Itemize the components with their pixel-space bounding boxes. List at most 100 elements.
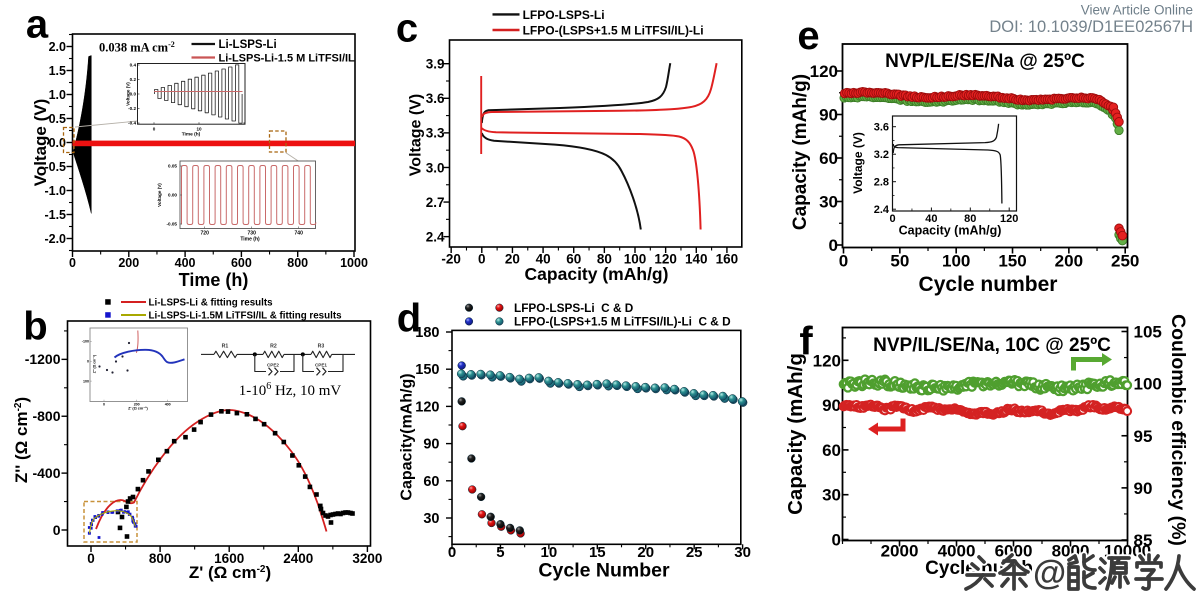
svg-text:200: 200	[118, 256, 139, 270]
svg-text:-0.05: -0.05	[167, 222, 178, 227]
svg-text:@: @	[1033, 554, 1066, 592]
svg-text:@: @	[1033, 554, 1066, 592]
svg-text:R2: R2	[270, 344, 277, 350]
svg-text:Capacity (mAh/g: Capacity (mAh/g	[784, 353, 807, 515]
svg-text:CPE1: CPE1	[315, 363, 327, 368]
svg-text:Z'' (Ω cm-2): Z'' (Ω cm-2)	[12, 397, 31, 483]
svg-text:0: 0	[839, 252, 848, 271]
svg-text:6000: 6000	[995, 542, 1033, 561]
svg-text:3.6: 3.6	[426, 91, 445, 106]
svg-text:0.0: 0.0	[130, 92, 137, 97]
svg-text:150: 150	[415, 362, 439, 378]
svg-text:8000: 8000	[1052, 542, 1090, 561]
svg-text:-800: -800	[32, 408, 60, 424]
svg-text:-1.0: -1.0	[44, 184, 66, 198]
svg-text:3200: 3200	[352, 551, 382, 566]
svg-text:720: 720	[201, 231, 210, 237]
svg-text:25: 25	[686, 544, 703, 561]
svg-text:140: 140	[685, 252, 708, 267]
svg-text:0: 0	[153, 127, 156, 132]
svg-text:Capacity (mAh/g): Capacity (mAh/g)	[525, 264, 669, 284]
svg-text:120: 120	[813, 351, 841, 370]
svg-text:120: 120	[1000, 213, 1018, 225]
svg-text:0: 0	[832, 531, 841, 550]
svg-text:Li-LSPS-Li: Li-LSPS-Li	[219, 39, 277, 51]
svg-text:60: 60	[819, 149, 838, 168]
svg-text:R1: R1	[222, 344, 229, 350]
svg-text:2.7: 2.7	[426, 195, 445, 210]
svg-text:10: 10	[196, 127, 202, 132]
svg-text:150: 150	[998, 252, 1026, 271]
svg-text:View Article Online: View Article Online	[1081, 3, 1193, 18]
svg-text:90: 90	[819, 106, 838, 125]
svg-text:0: 0	[889, 213, 895, 225]
svg-text:85: 85	[1134, 531, 1153, 550]
svg-text:LFPO-(LSPS+1.5 M LiTFSI/IL)-Li: LFPO-(LSPS+1.5 M LiTFSI/IL)-Li	[523, 23, 704, 37]
svg-text:30: 30	[734, 544, 751, 561]
svg-text:Cycle Number: Cycle Number	[538, 560, 670, 582]
svg-text:-0.5: -0.5	[44, 160, 66, 174]
svg-text:95: 95	[1134, 427, 1153, 446]
svg-text:Voltage (V): Voltage (V)	[157, 183, 162, 207]
svg-text:LFPO-(LSPS+1.5 M LiTFSI/IL)-Li: LFPO-(LSPS+1.5 M LiTFSI/IL)-Li C & D	[514, 315, 731, 329]
svg-text:Z' (Ω cm-2): Z' (Ω cm-2)	[189, 563, 271, 582]
svg-text:-0.4: -0.4	[128, 121, 136, 126]
svg-text:400: 400	[175, 256, 196, 270]
svg-text:30: 30	[423, 511, 439, 527]
svg-text:R3: R3	[318, 344, 325, 350]
svg-text:0.0: 0.0	[49, 136, 66, 150]
svg-text:0: 0	[103, 403, 105, 407]
svg-text:100: 100	[1134, 375, 1162, 394]
svg-text:600: 600	[231, 256, 252, 270]
svg-text:d: d	[397, 297, 421, 341]
svg-text:1600: 1600	[214, 551, 244, 566]
svg-text:Capacity (mAh/g): Capacity (mAh/g)	[790, 74, 811, 230]
svg-text:0: 0	[478, 252, 486, 267]
svg-text:Voltage (V): Voltage (V)	[408, 94, 425, 176]
svg-text:60: 60	[822, 441, 841, 460]
svg-text:c: c	[396, 7, 418, 51]
svg-text:NVP/IL/SE/Na, 10C @ 25ºC: NVP/IL/SE/Na, 10C @ 25ºC	[873, 335, 1111, 356]
svg-text:0.5: 0.5	[49, 112, 66, 126]
svg-text:e: e	[797, 14, 819, 58]
svg-text:Voltage (V): Voltage (V)	[851, 132, 865, 194]
svg-text:800: 800	[287, 256, 308, 270]
svg-text:Voltage (V): Voltage (V)	[126, 82, 131, 106]
svg-text:1-106 Hz, 10 mV: 1-106 Hz, 10 mV	[239, 381, 342, 399]
svg-text:3.6: 3.6	[874, 122, 889, 134]
svg-text:400: 400	[165, 403, 171, 407]
svg-text:2.8: 2.8	[874, 177, 889, 189]
svg-text:0.05: 0.05	[168, 164, 177, 169]
svg-text:-1200: -1200	[25, 351, 61, 367]
svg-text:3.3: 3.3	[426, 126, 445, 141]
svg-text:80: 80	[597, 252, 612, 267]
svg-text:40: 40	[925, 213, 937, 225]
svg-text:LFPO-LSPS-Li: LFPO-LSPS-Li	[523, 8, 605, 22]
svg-text:0.2: 0.2	[130, 77, 137, 82]
svg-text:2000: 2000	[881, 542, 919, 561]
svg-text:5: 5	[496, 544, 504, 561]
svg-text:-20: -20	[441, 252, 461, 267]
svg-text:3.0: 3.0	[426, 160, 445, 175]
svg-text:3.2: 3.2	[874, 149, 889, 161]
svg-text:100: 100	[942, 252, 970, 271]
svg-text:Voltage (V): Voltage (V)	[31, 99, 50, 187]
svg-text:LFPO-LSPS-Li C & D: LFPO-LSPS-Li C & D	[514, 301, 634, 315]
svg-text:0: 0	[53, 522, 61, 538]
svg-text:200: 200	[1055, 252, 1083, 271]
svg-text:0: 0	[69, 256, 76, 270]
svg-text:3.9: 3.9	[426, 57, 445, 72]
svg-text:4000: 4000	[938, 542, 976, 561]
svg-text:Li-LSPS-Li-1.5M LiTFSI/IL & fi: Li-LSPS-Li-1.5M LiTFSI/IL & fitting resu…	[149, 310, 343, 321]
svg-text:100: 100	[83, 379, 89, 383]
svg-text:740: 740	[295, 231, 304, 237]
svg-text:Z' (Ω cm⁻²): Z' (Ω cm⁻²)	[128, 407, 148, 411]
svg-text:b: b	[23, 305, 47, 349]
svg-text:0: 0	[448, 544, 456, 561]
svg-text:1.5: 1.5	[49, 64, 66, 78]
svg-text:f: f	[799, 320, 813, 364]
svg-text:-2.0: -2.0	[44, 232, 66, 246]
svg-text:Cycle number: Cycle number	[919, 273, 1058, 296]
svg-text:Li-LSPS-Li-1.5 M LiTFSI/IL: Li-LSPS-Li-1.5 M LiTFSI/IL	[219, 53, 356, 65]
svg-text:Time (h): Time (h)	[240, 237, 260, 243]
